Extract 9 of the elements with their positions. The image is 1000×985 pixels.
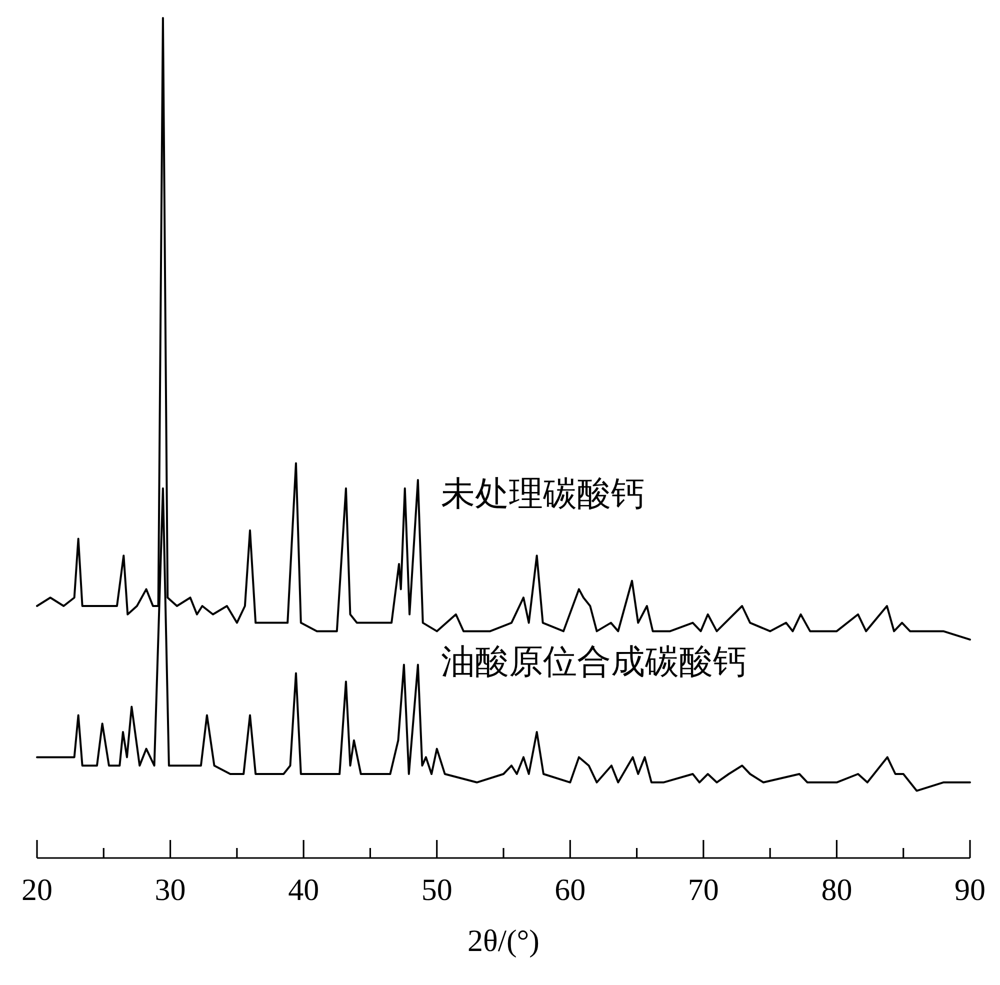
x-tick-label: 60 [554, 872, 586, 907]
x-tick-label: 20 [22, 872, 52, 907]
x-tick-label: 30 [154, 872, 186, 907]
x-tick-label: 70 [688, 872, 719, 907]
x-tick-label: 40 [288, 872, 320, 907]
x-tick-label: 50 [421, 872, 452, 907]
x-axis-title: 2θ/(°) [467, 923, 540, 958]
x-tick-label: 80 [821, 872, 852, 907]
x-tick-label: 90 [954, 872, 986, 907]
